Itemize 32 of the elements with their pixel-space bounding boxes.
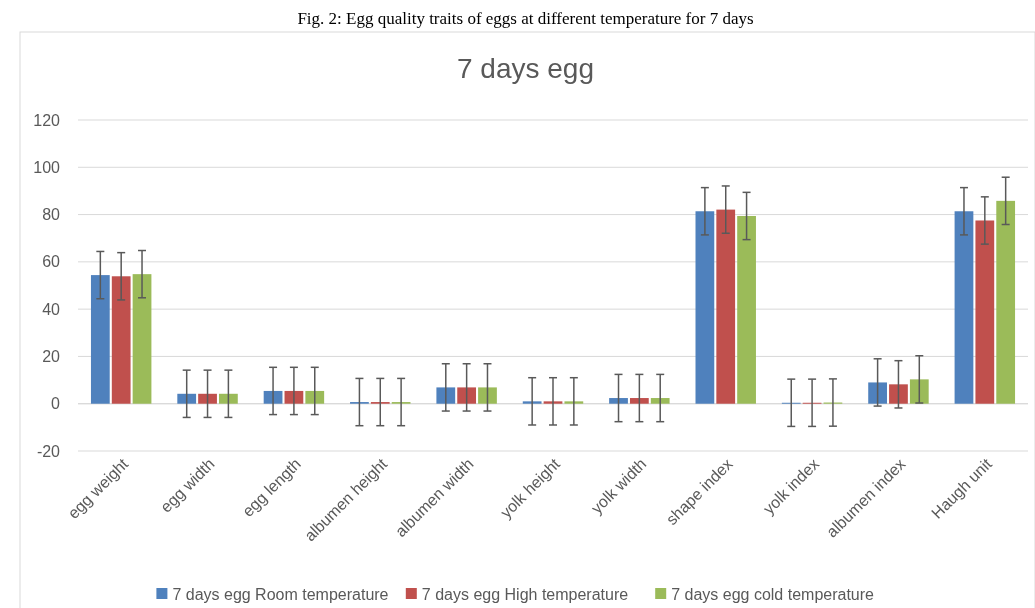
bar (457, 387, 477, 404)
bar (954, 211, 974, 404)
y-tick-label: 80 (42, 206, 61, 224)
bar (478, 387, 497, 404)
bar (996, 200, 1016, 404)
bar (177, 393, 197, 404)
bar (975, 220, 995, 404)
bar (695, 211, 715, 404)
legend-label: 7 days egg cold temperature (671, 585, 875, 603)
bar (629, 398, 649, 404)
bar (737, 215, 756, 404)
bar (868, 382, 887, 404)
bar (909, 379, 929, 404)
bar (132, 274, 152, 404)
legend-label: 7 days egg High temperature (421, 585, 629, 603)
bar (889, 384, 908, 404)
caption: Fig. 2: Egg quality traits of eggs at different temperature for 7 days (297, 9, 754, 28)
bar (219, 393, 238, 404)
bar (716, 209, 736, 404)
bar (111, 276, 131, 404)
y-tick-label: 20 (42, 348, 61, 366)
y-tick-label: -20 (36, 442, 61, 460)
legend-label: 7 days egg Room temperature (172, 585, 389, 603)
bar (198, 393, 217, 404)
y-tick-label: 40 (42, 300, 61, 318)
y-tick-label: 100 (33, 158, 61, 176)
y-tick-label: 60 (42, 253, 61, 271)
y-tick-label: 0 (51, 395, 61, 413)
bar (609, 398, 628, 404)
y-tick-label: 120 (33, 111, 61, 129)
bar (90, 275, 110, 404)
chart-title: 7 days egg (457, 53, 594, 84)
